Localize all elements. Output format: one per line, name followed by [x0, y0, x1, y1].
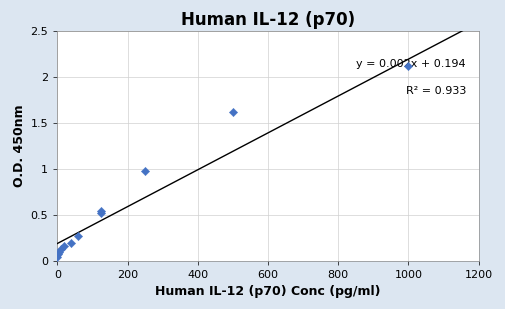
Text: y = 0.002x + 0.194: y = 0.002x + 0.194 [356, 59, 465, 69]
Point [55, 250, 63, 255]
Point [67, 240, 75, 245]
Text: R² = 0.933: R² = 0.933 [405, 86, 465, 96]
Point [228, 110, 236, 115]
Point [141, 169, 149, 174]
Point [403, 64, 412, 69]
Point [53, 254, 61, 259]
Point [74, 233, 82, 238]
Point [97, 211, 105, 216]
Point [54, 252, 62, 256]
Title: Human IL-12 (p70): Human IL-12 (p70) [180, 11, 355, 29]
Y-axis label: O.D. 450nm: O.D. 450nm [13, 105, 26, 188]
Point [97, 208, 105, 213]
Point [57, 247, 65, 252]
X-axis label: Human IL-12 (p70) Conc (pg/ml): Human IL-12 (p70) Conc (pg/ml) [155, 285, 380, 298]
Point [60, 243, 68, 248]
